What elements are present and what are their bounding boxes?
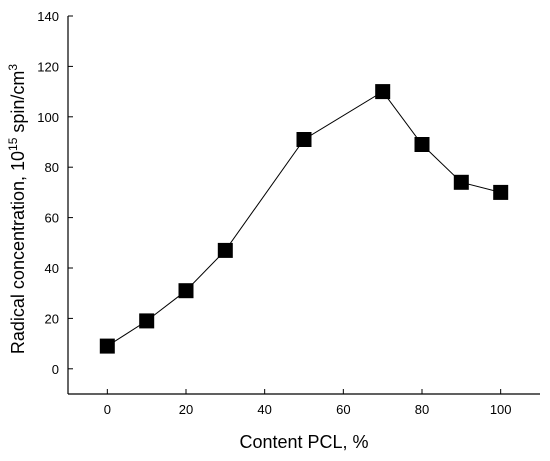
y-tick-label: 40 (45, 261, 59, 276)
axes (67, 16, 540, 395)
x-tick-label: 20 (179, 402, 193, 417)
y-tick-label: 140 (37, 9, 59, 24)
y-axis-title-prefix: Radical concentration, 10 (8, 151, 28, 354)
series (99, 84, 509, 354)
x-axis-title: Content PCL, % (239, 432, 368, 452)
series-line (107, 90, 501, 347)
data-point (375, 84, 391, 100)
y-tick-label: 100 (37, 110, 59, 125)
y-axis-title: Radical concentration, 1015 spin/cm3 (6, 64, 28, 355)
y-axis-title-middle: spin/cm (8, 71, 28, 138)
data-point (453, 174, 469, 190)
y-tick-label: 0 (52, 362, 59, 377)
data-point (493, 184, 509, 200)
y-tick-label: 20 (45, 311, 59, 326)
x-tick-label: 80 (415, 402, 429, 417)
y-axis-title-sup1: 15 (6, 137, 20, 151)
data-point (296, 132, 312, 147)
data-point (99, 338, 115, 354)
ticks: 0 20 40 60 80 100 120 140 0 20 40 60 80 100 (37, 9, 511, 417)
x-tick-label: 100 (490, 402, 512, 417)
x-tick-label: 40 (257, 402, 271, 417)
data-point (414, 137, 430, 152)
x-tick-label: 60 (336, 402, 350, 417)
y-tick-label: 60 (45, 211, 59, 226)
x-tick-label: 0 (104, 402, 111, 417)
data-point (139, 313, 155, 329)
y-tick-label: 120 (37, 59, 59, 74)
data-point (217, 242, 233, 258)
y-tick-label: 80 (45, 160, 59, 175)
data-point (178, 283, 194, 299)
y-axis-title-sup2: 3 (6, 64, 20, 71)
